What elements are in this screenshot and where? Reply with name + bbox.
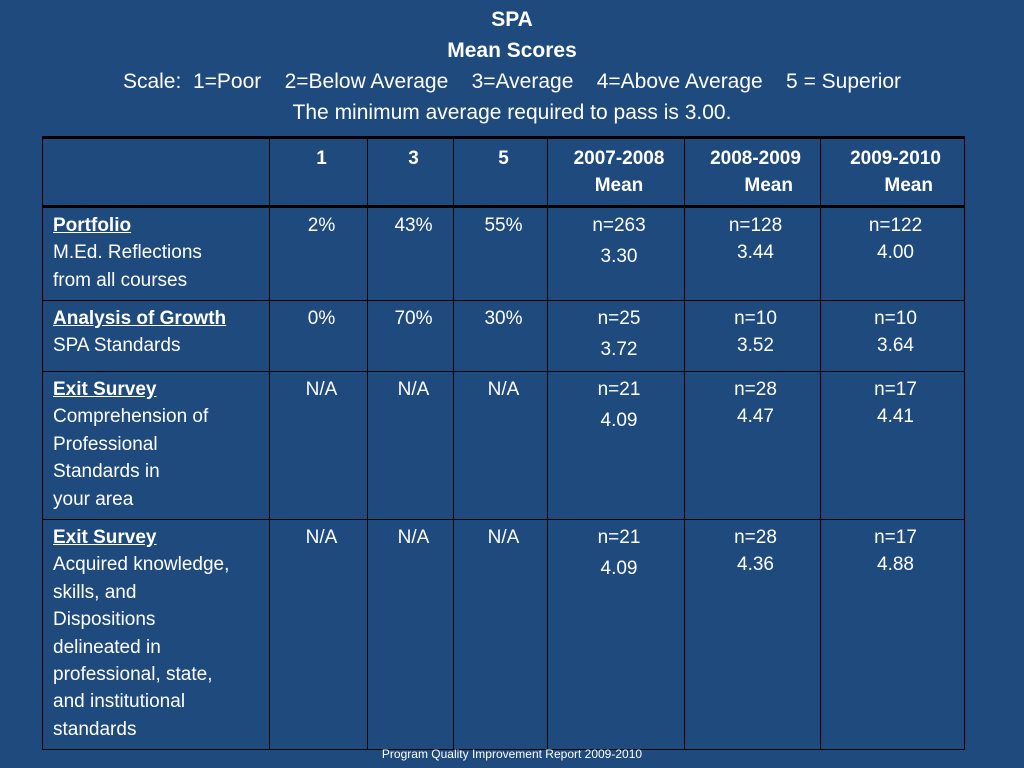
mean-2009-2010: n=17 4.41 xyxy=(820,371,965,520)
pct-score-1: N/A xyxy=(269,519,368,750)
mean-value: 4.00 xyxy=(877,242,914,264)
n-count: n=17 xyxy=(874,527,917,548)
n-count: n=21 xyxy=(597,379,641,400)
table-row-analysis-of-growth: Analysis of Growth SPA Standards 0% 70% … xyxy=(42,300,965,372)
mean-2007-2008: n=21 4.09 xyxy=(547,371,685,520)
mean-value: 4.36 xyxy=(737,554,774,576)
n-count: n=10 xyxy=(734,308,777,329)
pct-score-3: N/A xyxy=(367,519,454,750)
row-label: Analysis of Growth SPA Standards xyxy=(42,300,270,372)
header-cell-score-5: 5 xyxy=(453,136,548,208)
row-label: Exit Survey Comprehension of Professiona… xyxy=(42,371,270,520)
slide-title: SPA xyxy=(491,8,533,31)
mean-value: 4.09 xyxy=(600,410,638,432)
mean-value: 3.30 xyxy=(600,246,638,268)
mean-value: 3.44 xyxy=(737,242,774,264)
pct-score-5: 30% xyxy=(453,300,548,372)
row-label: Portfolio M.Ed. Reflections from all cou… xyxy=(42,206,270,301)
header-cell-score-1: 1 xyxy=(269,136,368,208)
pct-score-1: 2% xyxy=(269,206,368,301)
pct-score-3: 43% xyxy=(367,206,454,301)
scale-legend: Scale: 1=Poor 2=Below Average 3=Average … xyxy=(122,70,902,93)
mean-value: 3.64 xyxy=(877,335,914,357)
pct-score-1: 0% xyxy=(269,300,368,372)
mean-value: 4.41 xyxy=(877,406,914,428)
n-count: n=25 xyxy=(597,308,641,329)
footer-text: Program Quality Improvement Report 2009-… xyxy=(381,747,643,761)
row-description: M.Ed. Reflections from all courses xyxy=(53,242,202,291)
mean-2009-2010: n=122 4.00 xyxy=(820,206,965,301)
header-cell-2007-2008-mean: 2007-2008 Mean xyxy=(547,136,685,208)
header-cell-2009-2010-mean: 2009-2010 Mean xyxy=(820,136,965,208)
slide-subtitle: Mean Scores xyxy=(447,39,577,62)
row-title: Exit Survey xyxy=(53,379,157,400)
row-title: Portfolio xyxy=(53,215,132,236)
table-row-exit-survey-comprehension: Exit Survey Comprehension of Professiona… xyxy=(42,371,965,520)
row-label: Exit Survey Acquired knowledge, skills, … xyxy=(42,519,270,750)
mean-2009-2010: n=17 4.88 xyxy=(820,519,965,750)
mean-2009-2010: n=10 3.64 xyxy=(820,300,965,372)
pct-score-5: 55% xyxy=(453,206,548,301)
n-count: n=263 xyxy=(592,215,646,236)
mean-2008-2009: n=28 4.47 xyxy=(684,371,821,520)
row-title: Analysis of Growth xyxy=(53,308,227,329)
row-description: Acquired knowledge, skills, and Disposit… xyxy=(53,554,230,740)
mean-2008-2009: n=10 3.52 xyxy=(684,300,821,372)
n-count: n=17 xyxy=(874,379,917,400)
mean-value: 3.72 xyxy=(600,339,638,361)
n-count: n=28 xyxy=(734,527,777,548)
mean-2007-2008: n=25 3.72 xyxy=(547,300,685,372)
mean-scores-table: 1 3 5 2007-2008 Mean 2008-2009 Mean 2009… xyxy=(42,136,965,750)
table-row-portfolio: Portfolio M.Ed. Reflections from all cou… xyxy=(42,206,965,301)
header-cell-score-3: 3 xyxy=(367,136,454,208)
header-cell-empty xyxy=(42,136,270,208)
mean-2007-2008: n=263 3.30 xyxy=(547,206,685,301)
table-row-exit-survey-knowledge: Exit Survey Acquired knowledge, skills, … xyxy=(42,519,965,750)
mean-value: 4.88 xyxy=(877,554,914,576)
mean-value: 3.52 xyxy=(737,335,774,357)
mean-2008-2009: n=28 4.36 xyxy=(684,519,821,750)
mean-2007-2008: n=21 4.09 xyxy=(547,519,685,750)
pct-score-3: N/A xyxy=(367,371,454,520)
mean-value: 4.09 xyxy=(600,558,638,580)
n-count: n=28 xyxy=(734,379,777,400)
n-count: n=10 xyxy=(874,308,917,329)
row-description: Comprehension of Professional Standards … xyxy=(53,406,209,510)
pct-score-1: N/A xyxy=(269,371,368,520)
header-cell-2008-2009-mean: 2008-2009 Mean xyxy=(684,136,821,208)
n-count: n=21 xyxy=(597,527,641,548)
pct-score-5: N/A xyxy=(453,519,548,750)
pct-score-5: N/A xyxy=(453,371,548,520)
mean-value: 4.47 xyxy=(737,406,774,428)
n-count: n=128 xyxy=(728,215,783,236)
header-row: 1 3 5 2007-2008 Mean 2008-2009 Mean 2009… xyxy=(42,136,965,208)
row-description: SPA Standards xyxy=(53,335,181,357)
row-title: Exit Survey xyxy=(53,527,157,548)
passing-requirement: The minimum average required to pass is … xyxy=(292,101,732,124)
pct-score-3: 70% xyxy=(367,300,454,372)
n-count: n=122 xyxy=(868,215,923,236)
mean-2008-2009: n=128 3.44 xyxy=(684,206,821,301)
